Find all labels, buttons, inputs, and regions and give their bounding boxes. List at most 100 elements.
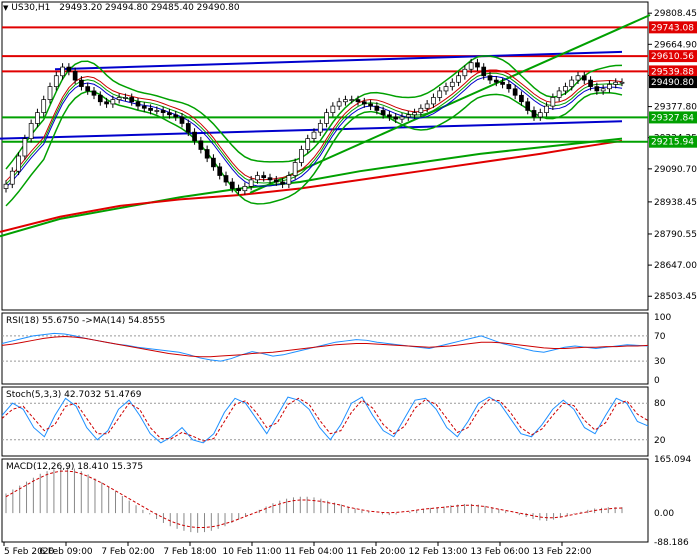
candle-body <box>104 101 109 105</box>
candle-body <box>500 81 505 85</box>
candle-body <box>387 114 392 118</box>
stoch-label: Stoch(5,3,3) 42.7032 51.4769 <box>6 390 142 400</box>
candle-body <box>399 116 405 120</box>
xtick-label: 13 Feb 06:00 <box>470 547 529 557</box>
candle-body <box>72 71 78 81</box>
candle-body <box>16 155 21 172</box>
xtick-label: 12 Feb 13:00 <box>408 547 467 557</box>
rsi-panel-frame <box>1 312 649 385</box>
candle-body <box>60 66 65 77</box>
level-tag <box>649 76 697 89</box>
candle-body <box>223 175 229 183</box>
stoch-ytick-label: 20 <box>654 436 666 446</box>
candle-body <box>581 75 587 81</box>
candle-body <box>405 114 411 118</box>
rsi-label: RSI(18) 55.6750 ->MA(14) 54.8555 <box>6 316 165 326</box>
candle-body <box>563 86 568 92</box>
candle-body <box>418 107 424 113</box>
ma-short-red-line <box>5 69 623 182</box>
candle-body <box>129 97 135 103</box>
candle-body <box>198 140 204 150</box>
price-ytick-label: 28503.45 <box>654 292 697 302</box>
collapse-arrow-icon[interactable]: ▼ <box>3 4 9 12</box>
candle-body <box>361 101 367 105</box>
xtick-label: 10 Feb 11:00 <box>222 547 281 557</box>
candle-body <box>531 110 537 118</box>
candle-body <box>154 110 160 112</box>
candle-body <box>431 97 436 105</box>
candle-body <box>374 105 380 111</box>
rsi-ytick-label: 100 <box>654 313 671 323</box>
candle-body <box>481 66 487 77</box>
candle-body <box>267 177 273 181</box>
chart-ohlc: 29493.20 29494.80 29485.40 29490.80 <box>59 3 240 13</box>
chart-header: ▼ US30,H1 29493.20 29494.80 29485.40 294… <box>3 3 240 13</box>
trendline <box>249 14 651 194</box>
price-ytick-label: 29808.45 <box>654 9 697 19</box>
level-tag <box>649 111 697 124</box>
trendline <box>54 50 623 71</box>
candle-body <box>173 114 179 118</box>
candle-body <box>116 97 122 100</box>
candle-body <box>556 90 562 98</box>
level-label: 29215.94 <box>651 138 694 148</box>
candle-body <box>160 110 166 113</box>
ma-long-green-line <box>0 137 623 238</box>
candle-body <box>600 88 606 92</box>
trendline <box>0 120 623 140</box>
rsi-ytick-label: 0 <box>654 376 660 386</box>
candle-body <box>185 123 191 133</box>
candle-body <box>380 110 386 116</box>
candle-body <box>211 157 216 168</box>
level-tag <box>649 135 697 148</box>
candle-body <box>53 75 59 87</box>
candle-body <box>462 68 468 77</box>
candle-body <box>594 86 600 92</box>
candle-body <box>537 112 543 118</box>
candle-body <box>607 84 612 90</box>
candle-body <box>443 86 449 92</box>
candle-body <box>493 79 499 83</box>
candle-body <box>242 186 248 192</box>
candle-body <box>79 79 84 87</box>
price-ytick-label: 28938.45 <box>654 198 697 208</box>
price-ytick-label: 29377.80 <box>654 103 697 113</box>
candle-body <box>299 149 304 163</box>
ma-long-red-line <box>0 139 623 233</box>
candle-body <box>317 123 323 133</box>
xtick-label: 11 Feb 04:00 <box>284 547 343 557</box>
level-tag <box>649 50 697 63</box>
candle-body <box>311 131 317 139</box>
rsi-ytick-label: 70 <box>654 332 666 342</box>
candle-body <box>412 112 417 116</box>
candle-body <box>28 123 34 139</box>
candle-body <box>286 175 292 185</box>
candle-body <box>330 105 336 113</box>
candle-body <box>292 162 298 176</box>
level-label: 29539.88 <box>651 67 694 77</box>
stoch-panel-frame <box>1 386 649 457</box>
level-label: 29327.84 <box>651 113 694 123</box>
candle-body <box>97 94 103 103</box>
ma-short-blue-line <box>5 76 623 188</box>
stoch-series-line <box>1 397 649 442</box>
rsi-ytick-label: 30 <box>654 357 666 367</box>
level-label: 29610.56 <box>651 52 694 62</box>
candle-body <box>273 179 279 183</box>
candle-body <box>468 62 474 70</box>
candle-body <box>349 99 355 101</box>
candle-body <box>261 175 267 179</box>
macd-ytick-label: 165.094 <box>654 455 691 465</box>
band-upper-line <box>5 55 623 170</box>
macd-ytick-label: -88.186 <box>654 538 689 548</box>
candle-body <box>544 105 549 113</box>
candle-body <box>449 81 455 87</box>
candle-body <box>588 79 593 87</box>
level-tag <box>649 21 697 34</box>
xtick-label: 7 Feb 02:00 <box>101 547 155 557</box>
candle-body <box>550 97 556 107</box>
candle-body <box>336 101 342 107</box>
candle-body <box>248 179 254 187</box>
candle-body <box>619 81 625 84</box>
